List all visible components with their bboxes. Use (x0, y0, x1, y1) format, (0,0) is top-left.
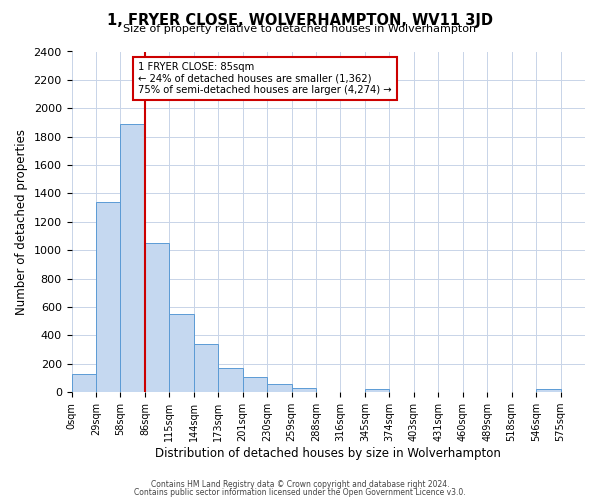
Text: 1, FRYER CLOSE, WOLVERHAMPTON, WV11 3JD: 1, FRYER CLOSE, WOLVERHAMPTON, WV11 3JD (107, 12, 493, 28)
Bar (145, 243, 169, 392)
Text: 1 FRYER CLOSE: 85sqm
← 24% of detached houses are smaller (1,362)
75% of semi-de: 1 FRYER CLOSE: 85sqm ← 24% of detached h… (138, 62, 392, 95)
Bar (194, 344, 218, 392)
Y-axis label: Number of detached properties: Number of detached properties (15, 129, 28, 315)
Text: Contains HM Land Registry data © Crown copyright and database right 2024.: Contains HM Land Registry data © Crown c… (151, 480, 449, 489)
Bar (218, 368, 242, 392)
Bar (169, 314, 194, 392)
Bar (71, 374, 96, 392)
Bar (96, 202, 121, 392)
Text: Contains public sector information licensed under the Open Government Licence v3: Contains public sector information licen… (134, 488, 466, 497)
X-axis label: Distribution of detached houses by size in Wolverhampton: Distribution of detached houses by size … (155, 447, 501, 460)
Bar (267, 384, 292, 392)
Bar (365, 390, 389, 392)
Bar (242, 376, 267, 392)
Bar (121, 124, 145, 392)
Bar (536, 388, 560, 392)
Bar (292, 388, 316, 392)
Text: Size of property relative to detached houses in Wolverhampton: Size of property relative to detached ho… (124, 24, 476, 34)
